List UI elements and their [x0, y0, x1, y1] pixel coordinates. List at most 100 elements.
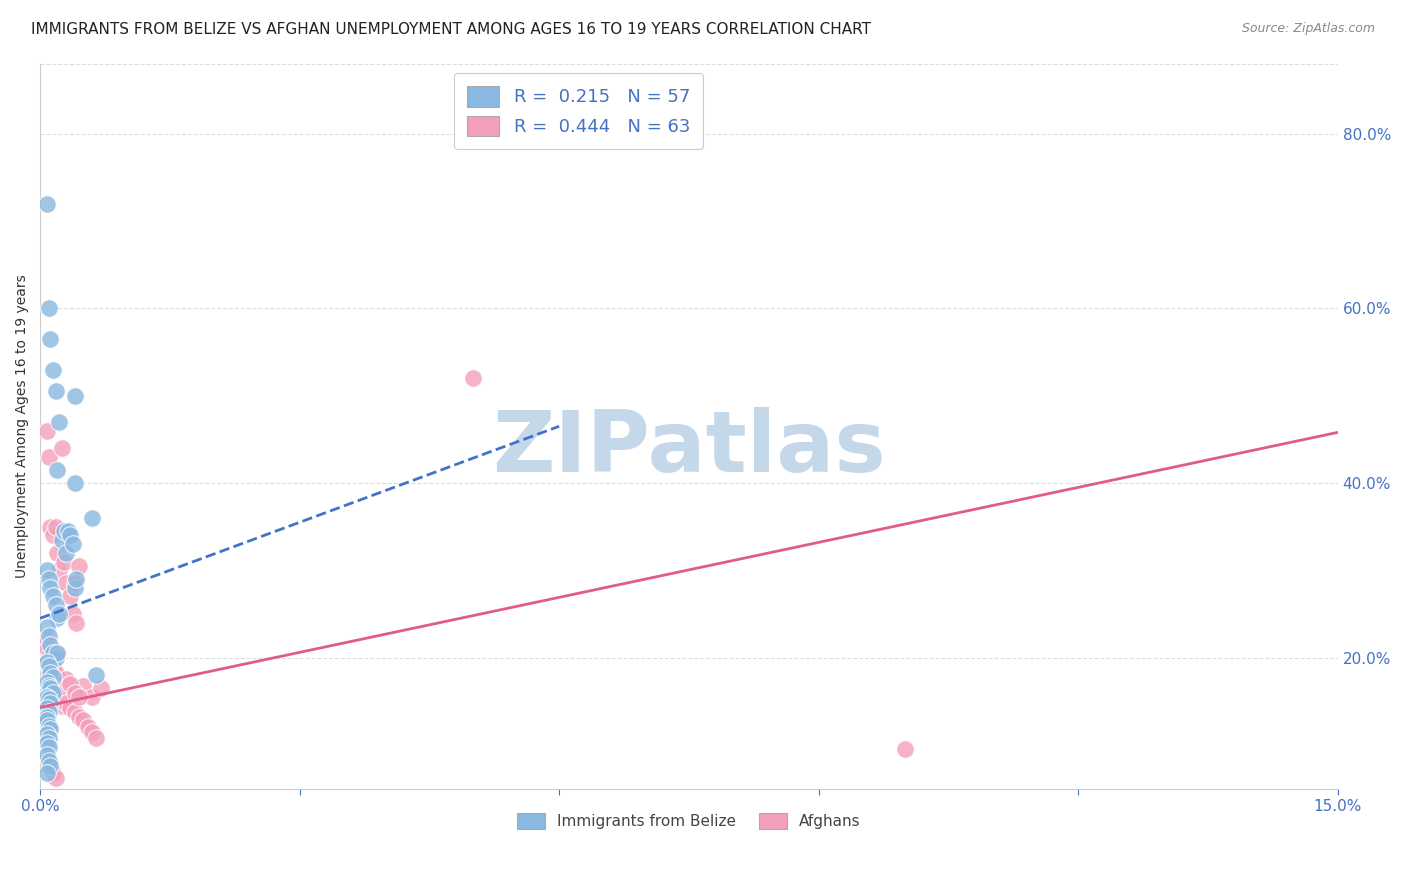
Point [48, 415, 70, 429]
Point [39, 581, 62, 595]
Point [67, 710, 90, 724]
Point [46, 546, 69, 560]
Point [80, 511, 103, 525]
Y-axis label: Unemployment Among Ages 16 to 19 years: Unemployment Among Ages 16 to 19 years [15, 275, 30, 578]
Point [55, 696, 77, 710]
Point [894, 742, 917, 756]
Point [53, 687, 76, 701]
Point [45, 599, 67, 613]
Point [45, 771, 67, 785]
Point [42, 362, 65, 376]
Point [55, 546, 77, 560]
Point [45, 384, 67, 399]
Point [51, 683, 73, 698]
Point [35, 765, 58, 780]
Point [46, 463, 69, 477]
Point [38, 692, 60, 706]
Point [42, 659, 65, 673]
Point [35, 748, 58, 763]
Point [55, 673, 77, 687]
Point [35, 641, 58, 656]
Point [80, 690, 103, 704]
Point [35, 675, 58, 690]
Point [65, 615, 87, 630]
Point [35, 714, 58, 728]
Point [56, 524, 79, 538]
Text: IMMIGRANTS FROM BELIZE VS AFGHAN UNEMPLOYMENT AMONG AGES 16 TO 19 YEARS CORRELAT: IMMIGRANTS FROM BELIZE VS AFGHAN UNEMPLO… [31, 22, 870, 37]
Point [55, 576, 77, 591]
Point [63, 389, 86, 403]
Point [51, 698, 73, 713]
Point [39, 696, 62, 710]
Point [72, 679, 94, 693]
Point [35, 701, 58, 715]
Point [45, 679, 67, 693]
Point [35, 655, 58, 669]
Point [35, 620, 58, 634]
Point [42, 590, 65, 604]
Point [59, 590, 82, 604]
Point [45, 668, 67, 682]
Point [38, 648, 60, 663]
Point [59, 701, 82, 715]
Point [42, 670, 65, 684]
Point [56, 696, 79, 710]
Point [53, 524, 76, 538]
Point [55, 692, 77, 706]
Point [59, 677, 82, 691]
Point [63, 705, 86, 719]
Point [35, 633, 58, 648]
Point [65, 572, 87, 586]
Point [39, 722, 62, 736]
Point [35, 690, 58, 704]
Point [38, 705, 60, 719]
Point [42, 673, 65, 687]
Point [38, 731, 60, 745]
Point [63, 576, 86, 591]
Point [38, 661, 60, 675]
Point [86, 668, 108, 682]
Point [38, 301, 60, 316]
Point [46, 611, 69, 625]
Point [35, 710, 58, 724]
Point [46, 677, 69, 691]
Point [63, 685, 86, 699]
Point [38, 739, 60, 754]
Point [35, 196, 58, 211]
Point [35, 424, 58, 438]
Point [38, 754, 60, 768]
Point [35, 563, 58, 577]
Point [46, 646, 69, 660]
Text: ZIPatlas: ZIPatlas [492, 407, 886, 490]
Point [39, 666, 62, 681]
Point [38, 572, 60, 586]
Point [51, 533, 73, 547]
Point [63, 581, 86, 595]
Point [461, 371, 484, 385]
Point [38, 450, 60, 464]
Legend: Immigrants from Belize, Afghans: Immigrants from Belize, Afghans [512, 807, 866, 835]
Point [67, 690, 90, 704]
Point [38, 641, 60, 656]
Point [39, 332, 62, 346]
Point [38, 679, 60, 693]
Point [56, 528, 79, 542]
Point [39, 650, 62, 665]
Point [42, 528, 65, 542]
Point [67, 558, 90, 573]
Point [59, 528, 82, 542]
Point [39, 519, 62, 533]
Point [51, 441, 73, 455]
Point [48, 677, 70, 691]
Point [48, 563, 70, 577]
Point [38, 629, 60, 643]
Point [39, 655, 62, 669]
Point [86, 731, 108, 745]
Point [45, 519, 67, 533]
Point [35, 736, 58, 750]
Point [42, 646, 65, 660]
Point [80, 724, 103, 739]
Point [42, 661, 65, 675]
Point [45, 666, 67, 681]
Point [42, 685, 65, 699]
